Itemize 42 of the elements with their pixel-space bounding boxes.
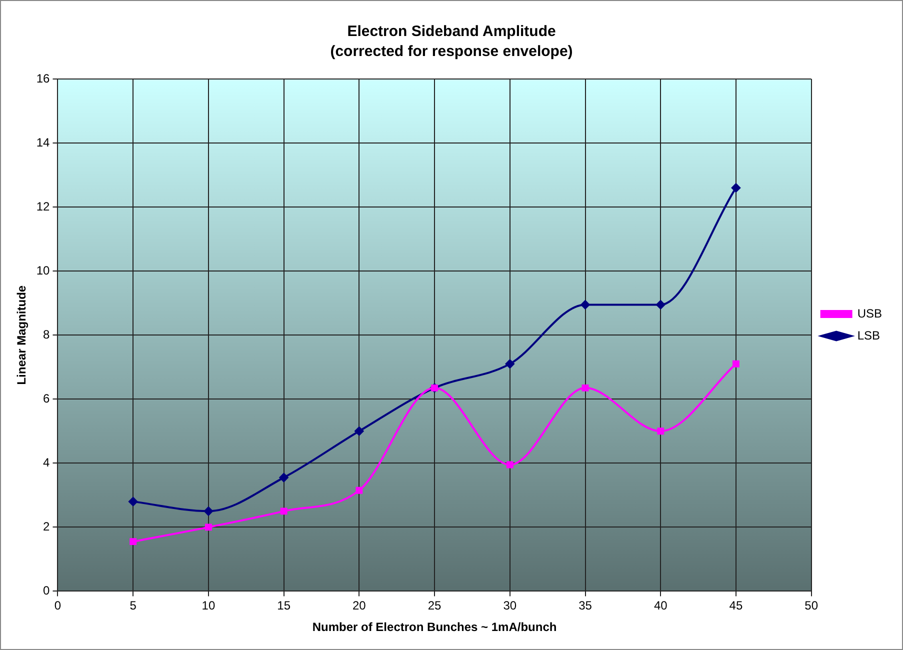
point	[280, 508, 288, 515]
point	[731, 183, 740, 192]
x-tick-label: 50	[804, 598, 818, 613]
y-tick-label: 2	[43, 519, 50, 534]
x-tick-label: 35	[578, 598, 592, 613]
legend-label: USB	[857, 306, 882, 320]
x-tick-label: 45	[729, 598, 743, 613]
x-tick-label: 30	[503, 598, 517, 613]
point	[204, 506, 213, 516]
point	[505, 359, 514, 368]
y-tick-label: 0	[43, 584, 50, 598]
point	[128, 497, 138, 506]
y-axis-title: Linear Magnitude	[14, 285, 29, 385]
point	[356, 486, 363, 494]
point	[279, 473, 288, 482]
point	[130, 538, 137, 546]
y-tick-label: 4	[43, 455, 50, 470]
y-tick-label: 16	[36, 71, 50, 86]
x-tick-label: 40	[654, 598, 668, 613]
point	[657, 428, 664, 435]
x-tick-label: 15	[277, 598, 291, 613]
point	[204, 524, 212, 531]
chart-title: Electron Sideband Amplitude	[347, 23, 556, 40]
point	[506, 461, 514, 468]
x-tick-label: 5	[130, 598, 137, 613]
point	[580, 300, 590, 310]
x-tick-label: 10	[202, 598, 216, 613]
x-tick-label: 25	[428, 598, 442, 613]
y-tick-label: 12	[36, 199, 50, 214]
y-tick-label: 10	[36, 263, 50, 278]
y-tick-label: 6	[43, 391, 50, 406]
chart-subtitle: (corrected for response envelope)	[330, 43, 573, 60]
point	[354, 426, 364, 436]
x-axis-title: Number of Electron Bunches ~ 1mA/bunch	[312, 620, 557, 634]
point	[582, 384, 589, 392]
legend-label: LSB	[857, 328, 880, 342]
y-tick-label: 14	[36, 135, 50, 150]
x-tick-label: 20	[352, 598, 366, 613]
point	[732, 360, 740, 368]
x-tick-label: 0	[54, 598, 62, 613]
y-tick-label: 8	[43, 327, 50, 342]
point	[656, 300, 666, 310]
